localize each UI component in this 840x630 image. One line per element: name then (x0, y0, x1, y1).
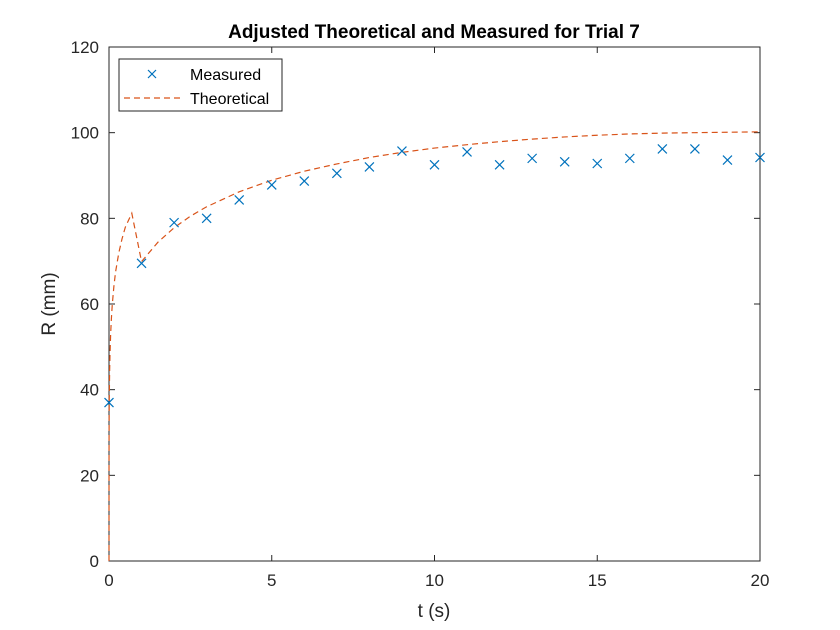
y-tick-label: 120 (71, 38, 99, 57)
measured-point (689, 144, 700, 154)
plot-area: 0 5 10 15 20 0 20 40 60 80 100 120 (71, 38, 770, 590)
x-tick-label: 20 (751, 571, 770, 590)
series-layer (104, 131, 765, 562)
legend-label-theoretical: Theoretical (190, 91, 269, 108)
y-tick-label: 100 (71, 124, 99, 143)
measured-point (397, 146, 407, 157)
legend-label-measured: Measured (190, 67, 261, 84)
y-axis-label: R (mm) (39, 272, 60, 335)
measured-point (755, 152, 765, 163)
measured-point (136, 258, 147, 269)
measured-point (527, 153, 538, 164)
y-tick-label: 0 (90, 552, 99, 571)
x-tick-label: 15 (588, 571, 607, 590)
measured-point (462, 147, 472, 157)
x-tick-label: 5 (267, 571, 276, 590)
chart-title: Adjusted Theoretical and Measured for Tr… (228, 22, 640, 43)
y-tick-label: 80 (80, 209, 99, 228)
measured-point (266, 179, 277, 190)
y-tick-label: 60 (80, 295, 99, 314)
measured-point (494, 159, 505, 170)
y-tick-label: 20 (80, 466, 99, 485)
measured-point (559, 156, 570, 167)
y-axis-ticks: 0 20 40 60 80 100 120 (71, 38, 760, 571)
measured-point (104, 397, 114, 408)
x-tick-label: 10 (425, 571, 444, 590)
measured-point (657, 144, 668, 154)
measured-point (429, 159, 440, 170)
legend-box (118, 58, 283, 112)
measured-point (169, 217, 180, 228)
measured-point (624, 153, 635, 164)
measured-point (201, 213, 212, 224)
measured-point (364, 162, 375, 172)
legend-marker-measured (147, 69, 157, 79)
legend: Measured Theoretical (118, 58, 283, 112)
measured-point (234, 194, 245, 205)
x-tick-label: 0 (104, 571, 113, 590)
measured-point (299, 176, 310, 186)
measured-point (331, 168, 342, 179)
x-axis-label: t (s) (418, 601, 451, 622)
measured-point (722, 155, 733, 166)
y-tick-label: 40 (80, 381, 99, 400)
measured-point (592, 158, 603, 169)
